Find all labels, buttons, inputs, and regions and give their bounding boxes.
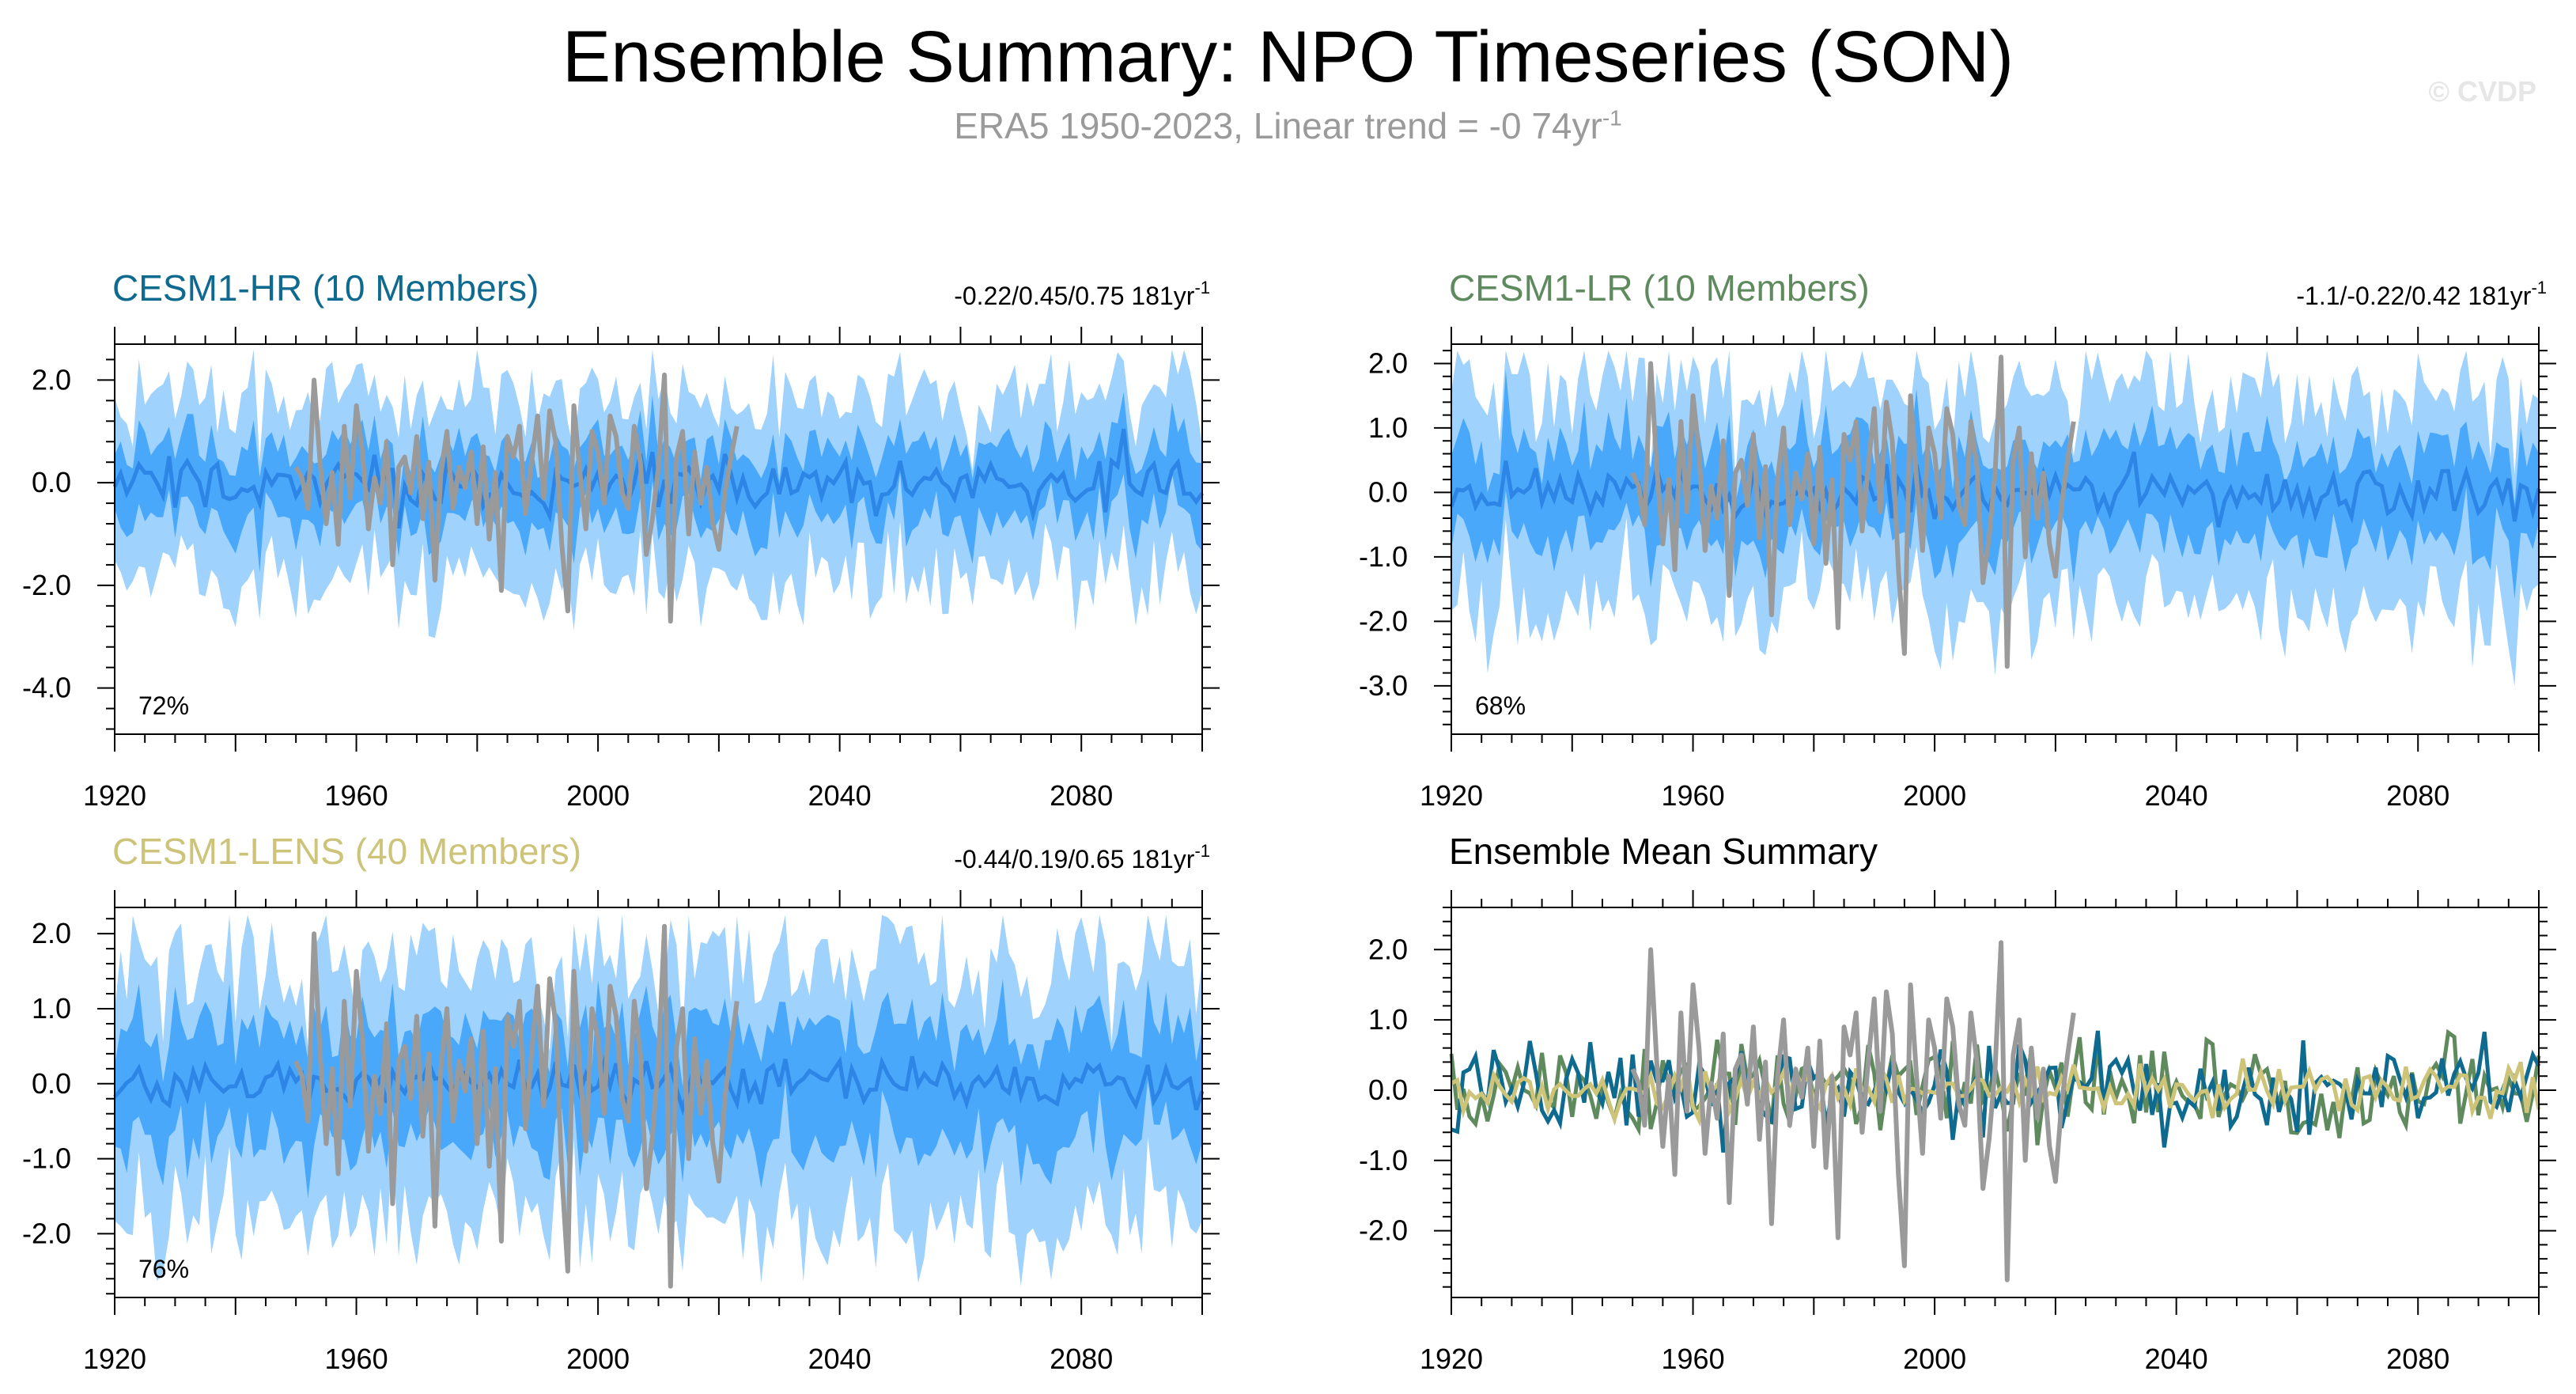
- y-tick-label: 0.0: [32, 466, 71, 498]
- x-tick-label: 1960: [1662, 779, 1725, 812]
- trend-stats: -0.22/0.45/0.75 181yr-1: [954, 278, 1210, 310]
- y-tick-label: -2.0: [1359, 604, 1408, 637]
- plot-area: [1449, 350, 2541, 687]
- x-tick-label: 1960: [325, 779, 388, 812]
- x-tick-label: 1920: [83, 1343, 146, 1375]
- era5-obs-line: [1630, 940, 2076, 1282]
- plot-area: [113, 915, 1205, 1289]
- x-tick-label: 2040: [2145, 779, 2208, 812]
- panel-title: CESM1-LR (10 Members): [1449, 267, 1870, 309]
- subtitle-text: ERA5 1950-2023, Linear trend = -0 74yr: [954, 105, 1602, 146]
- y-tick-label: -1.0: [22, 1142, 71, 1175]
- y-tick-label: -2.0: [22, 1217, 71, 1249]
- subtitle-exponent: -1: [1602, 105, 1622, 131]
- x-tick-label: 1920: [1420, 1343, 1483, 1375]
- y-tick-label: 0.0: [32, 1067, 71, 1100]
- y-tick-label: -1.0: [1359, 1144, 1408, 1176]
- panel-title: Ensemble Mean Summary: [1449, 831, 1878, 872]
- cesm1-hr-mean-line: [1451, 1030, 2541, 1153]
- y-tick-label: 2.0: [1368, 933, 1408, 965]
- panel-title: CESM1-LENS (40 Members): [112, 831, 581, 872]
- y-tick-label: 2.0: [32, 917, 71, 949]
- x-tick-label: 2080: [2386, 779, 2449, 812]
- x-tick-label: 1920: [83, 779, 146, 812]
- percent-label: 76%: [138, 1255, 189, 1283]
- axes: 1920 1960 2000 2040 2080 2.0 1.0 0.0 -1.0 -2.0 -3.…: [1359, 327, 2556, 812]
- y-tick-label: -2.0: [22, 569, 71, 601]
- x-tick-label: 2040: [808, 1343, 872, 1375]
- y-tick-label: -2.0: [1359, 1214, 1408, 1247]
- x-tick-label: 2080: [1050, 1343, 1113, 1375]
- axes: 1920 1960 2000 2040 2080 2.0 1.0 0.0 -1.0 -2.0: [1359, 890, 2556, 1375]
- panel-title: CESM1-HR (10 Members): [112, 267, 539, 309]
- percent-label: 68%: [1475, 691, 1526, 720]
- era5-obs-line: [293, 372, 740, 624]
- page-subtitle: ERA5 1950-2023, Linear trend = -0 74yr-1: [0, 104, 2576, 147]
- y-tick-label: 0.0: [1368, 475, 1408, 508]
- y-tick-label: 0.0: [1368, 1074, 1408, 1106]
- era5-obs-line: [293, 923, 740, 1289]
- x-tick-label: 1960: [1662, 1343, 1725, 1375]
- x-tick-label: 2000: [566, 1343, 630, 1375]
- x-tick-label: 2040: [2145, 1343, 2208, 1375]
- ensemble-mean-line: [112, 428, 1205, 529]
- y-tick-label: -3.0: [1359, 669, 1408, 702]
- x-tick-label: 2080: [1050, 779, 1113, 812]
- era5-obs-line: [1630, 354, 2076, 669]
- axes: 1920 1960 2000 2040 2080 2.0 0.0 -2.0 -4.0: [22, 327, 1220, 812]
- copyright-watermark: © CVDP: [2428, 75, 2536, 108]
- plot-area: [1449, 940, 2541, 1282]
- trend-stats: -1.1/-0.22/0.42 181yr-1: [2296, 278, 2547, 310]
- y-tick-label: 1.0: [1368, 1003, 1408, 1036]
- x-tick-label: 2000: [1903, 779, 1966, 812]
- y-tick-label: 2.0: [32, 363, 71, 396]
- x-tick-label: 1960: [325, 1343, 388, 1375]
- plot-area: [112, 349, 1205, 638]
- y-tick-label: 2.0: [1368, 347, 1408, 379]
- y-tick-label: 1.0: [32, 992, 71, 1025]
- percent-label: 72%: [138, 691, 189, 720]
- axes: 1920 1960 2000 2040 2080 2.0 1.0 0.0 -1.0 -2.0: [22, 890, 1220, 1375]
- page-title: Ensemble Summary: NPO Timeseries (SON): [562, 17, 2014, 97]
- x-tick-label: 2000: [1903, 1343, 1966, 1375]
- x-tick-label: 2000: [566, 779, 630, 812]
- x-tick-label: 2080: [2386, 1343, 2449, 1375]
- x-tick-label: 1920: [1420, 779, 1483, 812]
- y-tick-label: -1.0: [1359, 540, 1408, 573]
- y-tick-label: -4.0: [22, 672, 71, 704]
- x-tick-label: 2040: [808, 779, 872, 812]
- y-tick-label: 1.0: [1368, 411, 1408, 444]
- trend-stats: -0.44/0.19/0.65 181yr-1: [954, 841, 1210, 873]
